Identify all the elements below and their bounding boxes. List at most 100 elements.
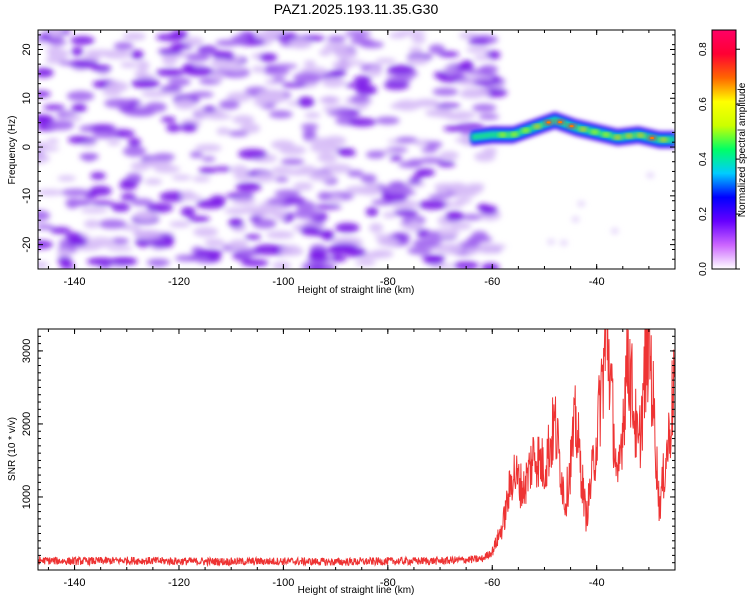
noise-blob xyxy=(189,151,204,159)
noise-blob xyxy=(381,184,412,194)
noise-blob xyxy=(80,207,109,214)
ridge-peak xyxy=(624,133,634,139)
ridge-core xyxy=(546,121,551,124)
noise-blob xyxy=(91,64,112,72)
noise-blob xyxy=(68,236,89,247)
noise-blob xyxy=(90,200,115,206)
noise-blob xyxy=(321,77,346,88)
noise-blob xyxy=(121,223,142,231)
snr-xtick-label: -80 xyxy=(380,577,396,589)
noise-blob xyxy=(70,59,99,69)
snr-xtick-label: -100 xyxy=(272,577,294,589)
spectrogram-heatmap xyxy=(38,30,675,269)
noise-blob xyxy=(57,256,73,265)
noise-blob xyxy=(314,204,342,210)
noise-blob xyxy=(192,176,211,182)
noise-blob xyxy=(450,222,472,230)
noise-blob xyxy=(38,210,51,222)
noise-blob xyxy=(479,64,499,75)
spectrogram-xtick-label: -80 xyxy=(380,276,396,288)
noise-blob xyxy=(344,30,372,38)
noise-blob xyxy=(428,44,446,55)
snr-xtick-label: -120 xyxy=(168,577,190,589)
noise-blob xyxy=(472,103,497,112)
noise-blob xyxy=(610,227,619,234)
spectrogram-ytick-label: -20 xyxy=(21,237,33,253)
noise-blob xyxy=(390,102,411,110)
noise-blob xyxy=(318,96,341,104)
noise-blob xyxy=(231,198,257,205)
noise-blob xyxy=(228,130,249,137)
noise-blob xyxy=(467,39,490,45)
noise-blob xyxy=(279,145,307,156)
noise-blob xyxy=(106,81,129,92)
spectrogram-xtick-label: -120 xyxy=(168,276,190,288)
noise-blob xyxy=(449,111,477,120)
noise-blob xyxy=(216,127,231,136)
noise-blob xyxy=(263,67,290,76)
snr-frame xyxy=(37,328,676,571)
noise-blob xyxy=(348,117,377,127)
noise-blob xyxy=(353,75,372,84)
noise-blob xyxy=(344,82,371,89)
spectrogram-frame xyxy=(37,29,676,270)
noise-blob xyxy=(211,71,225,81)
noise-blob xyxy=(389,32,407,39)
noise-blob xyxy=(86,257,116,266)
noise-blob xyxy=(337,150,357,157)
noise-blob xyxy=(370,249,394,259)
ridge-peak xyxy=(578,127,588,132)
snr-series-line xyxy=(38,329,675,568)
noise-blob xyxy=(326,110,351,117)
noise-blob xyxy=(38,67,54,78)
ridge-peak xyxy=(521,128,531,133)
noise-blob xyxy=(38,90,51,98)
noise-blob xyxy=(49,226,71,234)
noise-blob xyxy=(134,70,149,77)
noise-blob xyxy=(327,35,346,43)
spectrogram-xlabel: Height of straight line (km) xyxy=(298,285,415,296)
noise-blob xyxy=(476,243,500,254)
ridge-inner xyxy=(471,117,675,143)
noise-blob xyxy=(419,157,444,164)
noise-blob xyxy=(231,34,249,43)
noise-blob xyxy=(474,151,496,162)
noise-blob xyxy=(476,203,490,212)
noise-blob xyxy=(212,50,228,61)
noise-blob xyxy=(571,216,580,223)
noise-blob xyxy=(304,112,321,119)
noise-blob xyxy=(48,39,68,46)
noise-blob xyxy=(359,41,384,49)
noise-blob xyxy=(201,156,216,162)
noise-blob xyxy=(126,172,142,181)
noise-blob xyxy=(279,246,304,257)
noise-blob xyxy=(368,66,383,77)
noise-blob xyxy=(482,87,508,98)
noise-blob xyxy=(456,198,472,204)
noise-blob xyxy=(375,116,400,125)
spectrogram-ylabel: Frequency (Hz) xyxy=(7,116,18,185)
noise-blob xyxy=(195,199,226,209)
noise-blob xyxy=(293,72,323,84)
noise-blob xyxy=(42,104,66,111)
noise-blob xyxy=(331,60,353,70)
noise-blob xyxy=(274,176,289,183)
colorbar-label: Normalized spectral amplitude xyxy=(737,82,748,217)
noise-blob xyxy=(160,116,177,123)
snr-xtick-label: -40 xyxy=(589,577,605,589)
noise-blob xyxy=(389,155,403,162)
noise-blob xyxy=(424,109,451,117)
noise-blob xyxy=(182,63,196,73)
colorbar-tick-label: 0.0 xyxy=(698,262,709,276)
noise-blob xyxy=(38,114,55,125)
noise-blob xyxy=(227,207,246,214)
noise-blob xyxy=(90,172,106,180)
noise-blob xyxy=(577,200,586,207)
noise-blob xyxy=(347,169,364,178)
noise-blob xyxy=(334,48,357,60)
noise-blob xyxy=(174,98,196,110)
noise-blob xyxy=(268,110,293,119)
noise-blob xyxy=(107,139,121,146)
